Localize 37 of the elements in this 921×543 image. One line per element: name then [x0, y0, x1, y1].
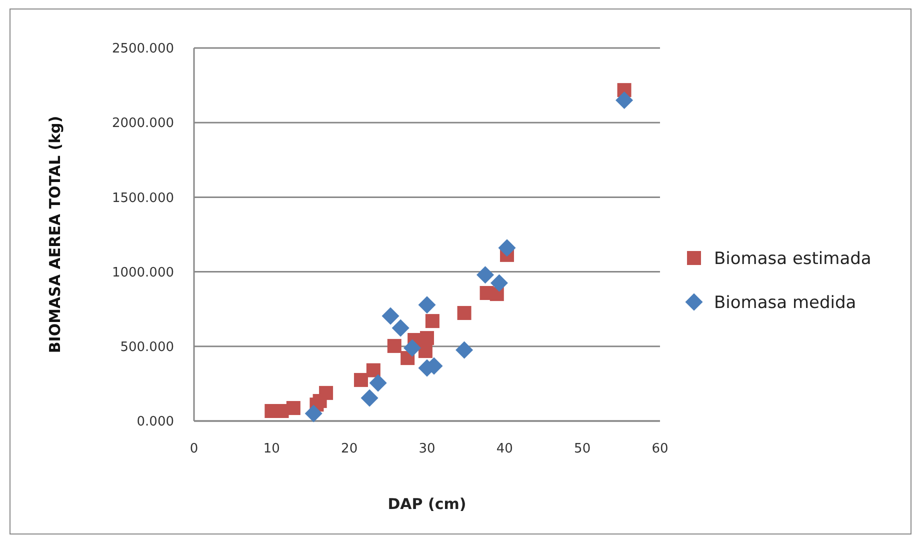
y-axis-title: BIOMASA AEREA TOTAL (kg)	[46, 116, 64, 354]
point	[382, 307, 400, 325]
point	[476, 266, 494, 284]
x-axis-title: DAP (cm)	[388, 495, 466, 513]
point	[418, 296, 436, 314]
y-tick-label: 1000.000	[112, 265, 174, 280]
x-tick-label: 30	[418, 442, 436, 457]
y-tick-label: 2500.000	[112, 42, 174, 57]
point	[286, 401, 300, 416]
point	[457, 306, 472, 320]
point	[354, 372, 368, 387]
point	[392, 319, 410, 337]
point	[360, 389, 378, 407]
point	[425, 314, 440, 328]
point	[319, 386, 334, 400]
point	[456, 341, 474, 359]
y-tick-label: 500.000	[120, 340, 174, 355]
point	[403, 339, 421, 357]
point	[490, 274, 508, 292]
y-tick-label: 2000.000	[112, 116, 174, 132]
point	[418, 344, 432, 358]
x-tick-label: 40	[496, 442, 513, 457]
x-tick-label: 50	[574, 442, 591, 457]
point	[304, 404, 322, 422]
x-tick-label: 10	[263, 442, 280, 457]
point	[387, 338, 402, 353]
legend-label: Biomasa estimada	[714, 248, 872, 269]
point	[369, 374, 387, 392]
x-tick-label: 20	[341, 442, 358, 457]
point	[498, 239, 516, 257]
point	[616, 91, 634, 109]
point	[366, 363, 380, 378]
y-tick-label: 0.000	[136, 414, 174, 430]
legend-label: Biomasa medida	[714, 292, 856, 313]
x-tick-label: 60	[652, 442, 668, 457]
y-tick-label: 1500.000	[112, 190, 174, 206]
x-tick-label: 0	[190, 442, 198, 457]
